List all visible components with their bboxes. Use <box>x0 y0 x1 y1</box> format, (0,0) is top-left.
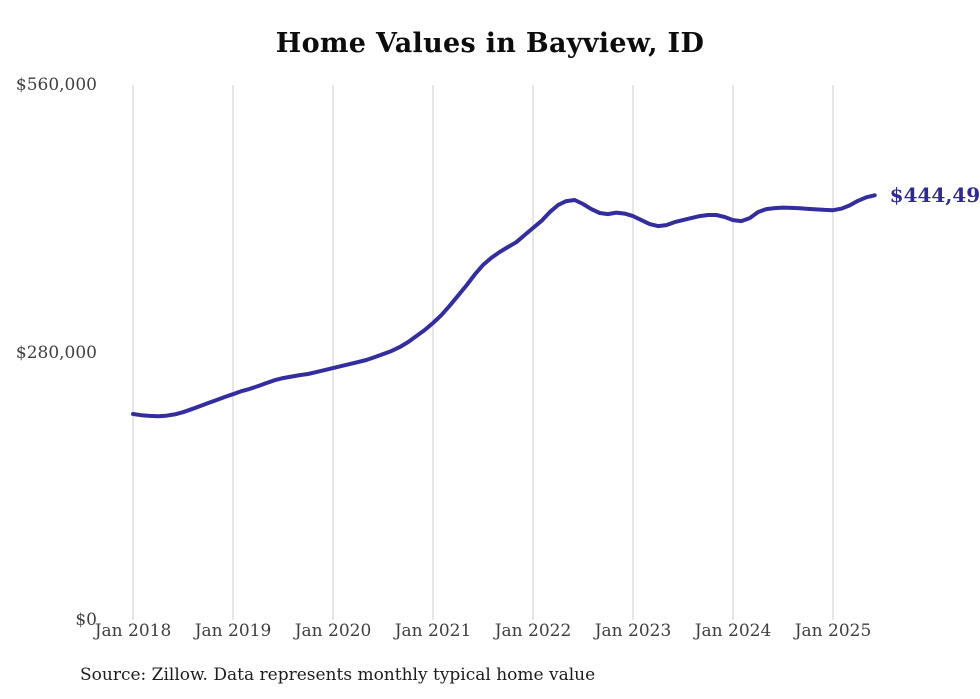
latest-value-label: $444,498 <box>889 183 980 208</box>
x-axis-tick-label: Jan 2023 <box>594 621 672 641</box>
value-line <box>131 193 877 419</box>
chart-title: Home Values in Bayview, ID <box>275 28 705 59</box>
x-axis-tick-label: Jan 2020 <box>294 621 372 641</box>
x-axis-tick-label: Jan 2022 <box>494 621 572 641</box>
source-note: Source: Zillow. Data represents monthly … <box>80 665 596 685</box>
x-axis-tick-label: Jan 2019 <box>194 621 272 641</box>
y-axis-tick-label: $280,000 <box>15 342 97 363</box>
y-axis-tick-label: $560,000 <box>15 75 97 95</box>
x-axis-tick-label: Jan 2024 <box>694 621 772 641</box>
x-axis-tick-label: Jan 2021 <box>394 621 472 641</box>
x-axis-tick-label: Jan 2025 <box>794 621 872 641</box>
x-axis-tick-label: Jan 2018 <box>94 621 172 641</box>
y-axis-tick-label: $0 <box>75 610 97 630</box>
